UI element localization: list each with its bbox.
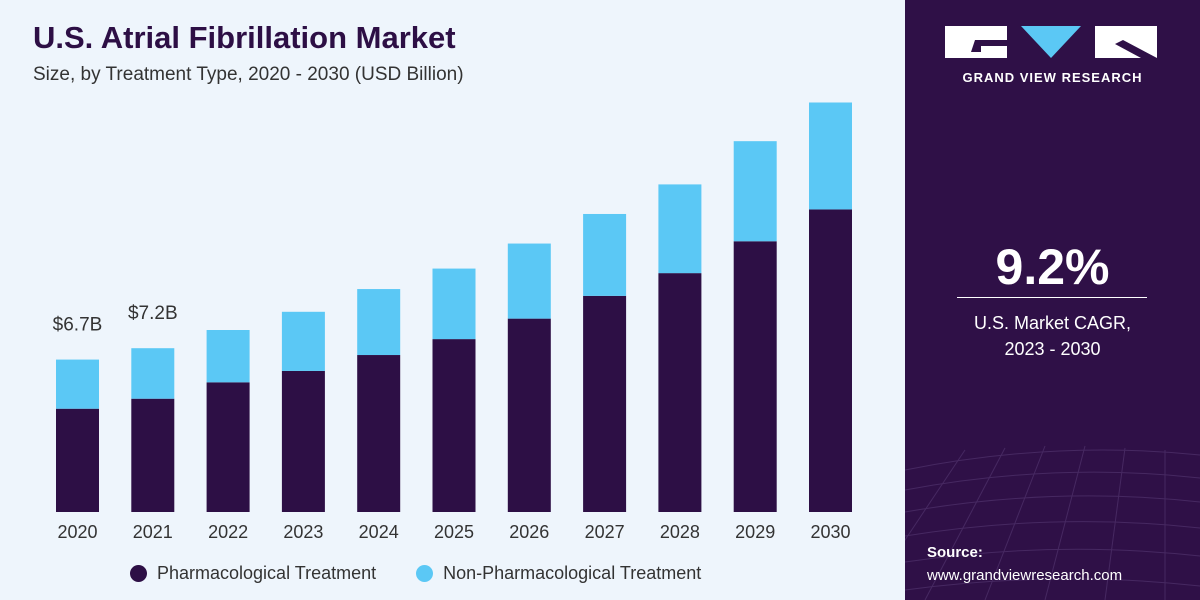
legend-swatch-pharmacological xyxy=(130,565,147,582)
x-tick-label-2021: 2021 xyxy=(133,522,173,542)
x-tick-label-2028: 2028 xyxy=(660,522,700,542)
cagr-label-line2: 2023 - 2030 xyxy=(1004,339,1101,359)
legend-swatch-non-pharmacological xyxy=(416,565,434,582)
x-tick-label-2023: 2023 xyxy=(283,522,323,542)
x-tick-label-2030: 2030 xyxy=(810,522,850,542)
cagr-value: 9.2% xyxy=(995,239,1110,295)
bar-non-pharmacological-2028 xyxy=(658,184,702,274)
bar-non-pharmacological-2022 xyxy=(206,330,250,383)
bar-non-pharmacological-2020 xyxy=(56,359,99,409)
x-tick-label-2020: 2020 xyxy=(57,522,97,542)
bar-non-pharmacological-2025 xyxy=(432,268,476,340)
chart-legend: Pharmacological Treatment Non-Pharmacolo… xyxy=(130,563,741,584)
cagr-divider xyxy=(957,297,1147,298)
x-tick-label-2026: 2026 xyxy=(509,522,549,542)
bar-pharmacological-2023 xyxy=(281,370,325,512)
bar-pharmacological-2027 xyxy=(583,295,627,512)
bar-non-pharmacological-2026 xyxy=(507,243,551,319)
bar-non-pharmacological-2027 xyxy=(583,213,627,296)
cagr-label-line1: U.S. Market CAGR, xyxy=(973,313,1132,333)
bar-non-pharmacological-2024 xyxy=(357,289,401,356)
brand-name: GRAND VIEW RESEARCH xyxy=(962,70,1143,85)
x-tick-label-2029: 2029 xyxy=(735,522,775,542)
source-url[interactable]: www.grandviewresearch.com xyxy=(927,567,1123,584)
x-tick-label-2027: 2027 xyxy=(585,522,625,542)
legend-item-non-pharmacological: Non-Pharmacological Treatment xyxy=(416,563,701,584)
bar-chart: 2020 2021 2022 2023 2024 2025 2026 2027 2028 2029… xyxy=(53,102,852,542)
x-tick-label-2024: 2024 xyxy=(359,522,399,542)
bar-pharmacological-2020 xyxy=(56,408,99,512)
bar-pharmacological-2024 xyxy=(357,355,401,512)
bar-non-pharmacological-2021 xyxy=(131,348,175,399)
chart-area: U.S. Atrial Fibrillation Market Size, by… xyxy=(33,20,852,584)
data-label-2020: $6.7B xyxy=(53,315,103,336)
chart-subtitle: Size, by Treatment Type, 2020 - 2030 (US… xyxy=(33,64,464,85)
x-tick-label-2022: 2022 xyxy=(208,522,248,542)
legend-label-pharmacological: Pharmacological Treatment xyxy=(157,563,377,583)
chart-title: U.S. Atrial Fibrillation Market xyxy=(33,20,456,55)
cagr-label: U.S. Market CAGR, 2023 - 2030 xyxy=(905,310,1200,362)
bar-pharmacological-2025 xyxy=(432,339,476,512)
source-title: Source: xyxy=(927,544,983,561)
x-tick-label-2025: 2025 xyxy=(434,522,474,542)
bar-non-pharmacological-2023 xyxy=(281,311,325,371)
bar-pharmacological-2021 xyxy=(131,398,175,512)
bar-pharmacological-2028 xyxy=(658,273,702,512)
legend-item-pharmacological: Pharmacological Treatment xyxy=(130,563,376,584)
bar-pharmacological-2030 xyxy=(809,209,852,513)
bar-pharmacological-2026 xyxy=(507,318,551,512)
bar-pharmacological-2029 xyxy=(733,241,777,512)
grand-view-research-logo xyxy=(945,26,1157,58)
data-label-2021: $7.2B xyxy=(128,303,178,324)
bar-non-pharmacological-2029 xyxy=(733,141,777,242)
legend-label-non-pharmacological: Non-Pharmacological Treatment xyxy=(443,563,702,583)
sidebar-panel: GRAND VIEW RESEARCH 9.2% U.S. Market CAG… xyxy=(905,0,1200,600)
wireframe-grid-background xyxy=(905,445,1200,600)
bar-pharmacological-2022 xyxy=(206,382,250,512)
bar-non-pharmacological-2030 xyxy=(809,102,852,210)
